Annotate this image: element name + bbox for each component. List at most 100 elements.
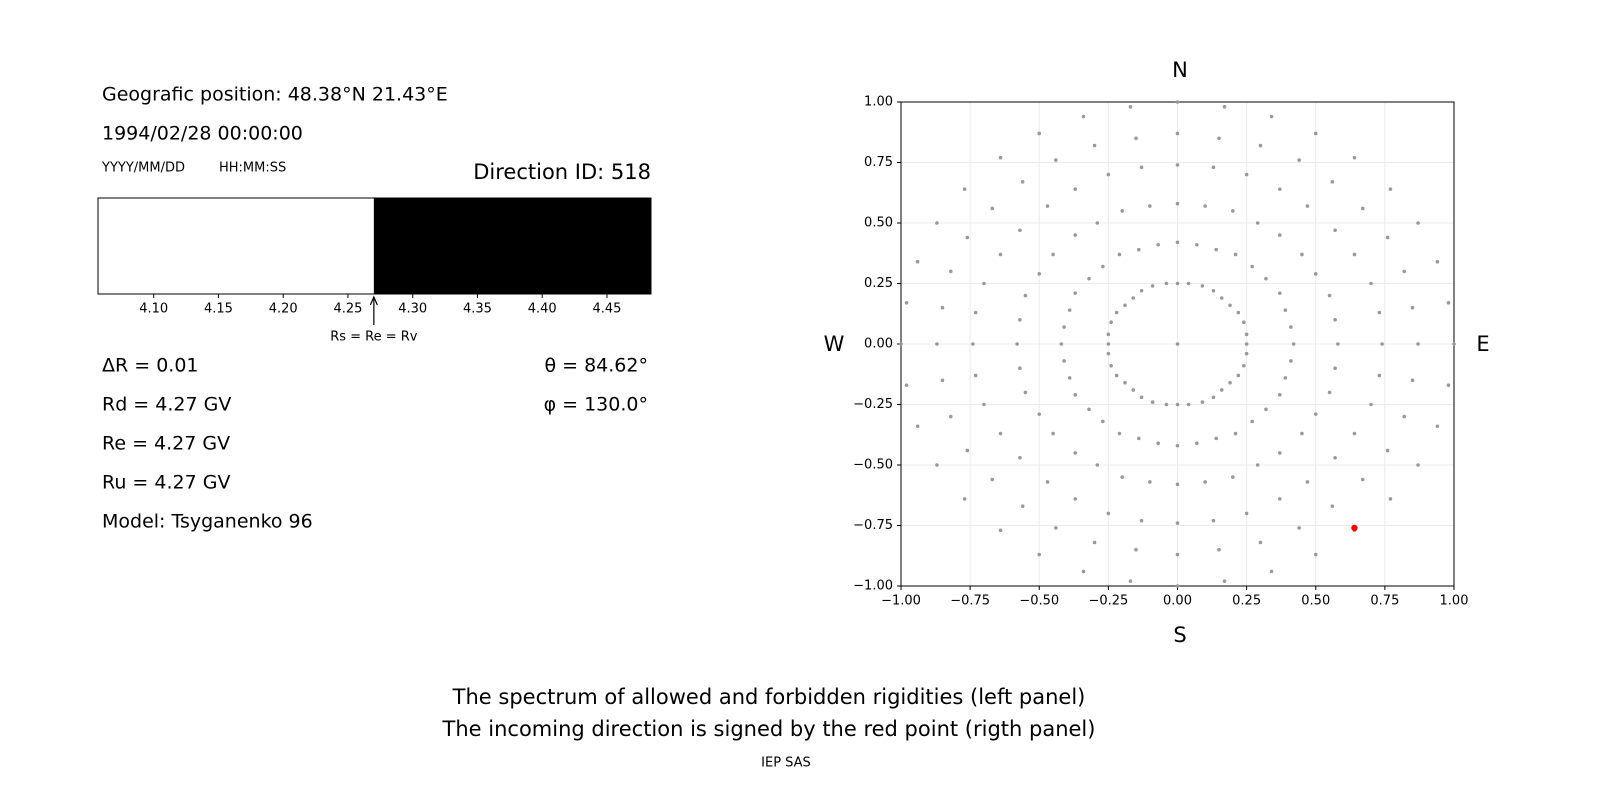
direction-point bbox=[1264, 407, 1268, 412]
direction-point bbox=[1336, 342, 1340, 346]
direction-point bbox=[1023, 390, 1028, 395]
east-label: E bbox=[1476, 332, 1489, 356]
y-tick-label: −1.00 bbox=[853, 579, 893, 594]
direction-point bbox=[1233, 252, 1238, 257]
direction-point bbox=[1435, 259, 1440, 264]
direction-point bbox=[1228, 380, 1232, 385]
direction-point bbox=[1231, 209, 1235, 213]
direction-point bbox=[1313, 412, 1318, 416]
y-tick-label: 0.25 bbox=[864, 276, 893, 291]
direction-point bbox=[1313, 552, 1318, 557]
direction-point bbox=[971, 342, 975, 346]
direction-point bbox=[915, 424, 920, 429]
re: Re = 4.27 GV bbox=[102, 433, 230, 455]
direction-point bbox=[1128, 579, 1133, 583]
direction-point bbox=[1435, 424, 1440, 429]
direction-point bbox=[1139, 395, 1144, 400]
direction-point bbox=[1446, 301, 1451, 305]
direction-point bbox=[965, 235, 970, 240]
direction-point bbox=[948, 414, 953, 419]
x-tick-label: 4.45 bbox=[592, 302, 621, 317]
direction-point bbox=[1020, 180, 1025, 184]
direction-point bbox=[1139, 288, 1144, 293]
direction-point bbox=[1369, 402, 1373, 407]
direction-point bbox=[1092, 540, 1097, 545]
direction-point bbox=[1369, 281, 1373, 286]
ru: Ru = 4.27 GV bbox=[102, 472, 230, 494]
y-tick-label: 0.75 bbox=[864, 155, 893, 170]
caption-line: The incoming direction is signed by the … bbox=[442, 717, 1096, 741]
y-tick-label: −0.75 bbox=[853, 518, 893, 533]
direction-point bbox=[1062, 325, 1066, 329]
direction-point bbox=[1333, 366, 1337, 371]
direction-point bbox=[998, 528, 1003, 533]
direction-point bbox=[1175, 100, 1180, 104]
direction-point bbox=[1175, 552, 1180, 557]
direction-point bbox=[1136, 247, 1141, 252]
direction-point bbox=[1106, 332, 1111, 337]
direction-point bbox=[1233, 431, 1238, 436]
direction-point bbox=[1236, 373, 1241, 378]
direction-point bbox=[1200, 284, 1205, 288]
model: Model: Tsyganenko 96 bbox=[102, 511, 313, 533]
direction-point bbox=[1164, 281, 1169, 286]
direction-point bbox=[1231, 475, 1235, 479]
direction-point bbox=[1291, 342, 1296, 346]
direction-point bbox=[1128, 105, 1133, 109]
direction-point bbox=[1018, 366, 1022, 371]
direction-point bbox=[1283, 308, 1288, 312]
direction-point bbox=[1054, 526, 1058, 530]
direction-point bbox=[1120, 475, 1124, 479]
direction-point bbox=[1120, 209, 1124, 213]
direction-point bbox=[1175, 131, 1180, 136]
direction-point bbox=[1250, 419, 1254, 424]
direction-point bbox=[1377, 373, 1382, 378]
direction-point bbox=[1175, 281, 1180, 286]
direction-point bbox=[1269, 569, 1274, 574]
direction-point bbox=[962, 187, 967, 191]
direction-point bbox=[1211, 395, 1216, 400]
direction-point bbox=[1289, 325, 1293, 329]
direction-point bbox=[1283, 376, 1288, 380]
datetime: 1994/02/28 00:00:00 bbox=[102, 123, 303, 145]
direction-point bbox=[940, 378, 945, 383]
y-tick-label: −0.50 bbox=[853, 458, 893, 473]
direction-point bbox=[1327, 390, 1332, 395]
y-tick-label: 1.00 bbox=[864, 95, 893, 110]
incoming-direction-point bbox=[1351, 524, 1358, 532]
direction-point bbox=[1297, 158, 1301, 162]
x-tick-label: −1.00 bbox=[881, 594, 921, 609]
direction-point bbox=[1278, 393, 1282, 397]
direction-point bbox=[1020, 504, 1025, 508]
arrow-head bbox=[369, 295, 378, 306]
direction-point bbox=[1136, 436, 1141, 441]
x-tick-label: −0.75 bbox=[950, 594, 990, 609]
x-tick-label: 0.50 bbox=[1301, 594, 1330, 609]
direction-point bbox=[1278, 451, 1282, 455]
direction-point bbox=[1095, 463, 1100, 467]
direction-point bbox=[1175, 201, 1180, 206]
direction-point bbox=[1051, 252, 1055, 257]
time-format: HH:MM:SS bbox=[219, 161, 286, 176]
direction-point bbox=[1081, 114, 1086, 119]
x-tick-label: −0.50 bbox=[1019, 594, 1059, 609]
direction-point bbox=[1244, 332, 1249, 337]
direction-point bbox=[1195, 441, 1199, 446]
direction-point bbox=[1446, 383, 1451, 387]
west-label: W bbox=[824, 332, 845, 356]
x-tick-label: 4.15 bbox=[204, 302, 233, 317]
direction-point bbox=[1313, 272, 1318, 276]
x-tick-label: 4.25 bbox=[333, 302, 362, 317]
direction-point bbox=[965, 448, 970, 453]
direction-point bbox=[1402, 269, 1407, 274]
direction-point bbox=[1258, 143, 1263, 148]
direction-point bbox=[1051, 431, 1055, 436]
rd: Rd = 4.27 GV bbox=[102, 394, 231, 416]
direction-point bbox=[1015, 342, 1019, 346]
direction-point bbox=[1244, 351, 1249, 356]
direction-point bbox=[1258, 540, 1263, 545]
direction-point bbox=[1175, 443, 1180, 448]
x-tick-label: 0.00 bbox=[1163, 594, 1192, 609]
